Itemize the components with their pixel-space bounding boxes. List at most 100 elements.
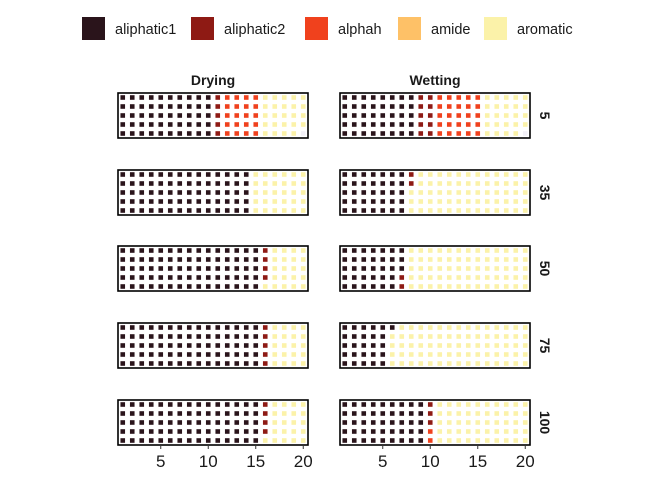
tile-aromatic xyxy=(465,275,471,280)
tile-aliphatic1 xyxy=(139,122,145,127)
tile-aliphatic1 xyxy=(186,438,192,443)
tile-aromatic xyxy=(503,131,509,136)
tile-aliphatic1 xyxy=(224,190,230,195)
tile-aromatic xyxy=(465,266,471,271)
tile-aliphatic1 xyxy=(167,352,173,357)
tile-aromatic xyxy=(427,257,433,262)
tile-aliphatic1 xyxy=(205,190,211,195)
tile-aromatic xyxy=(513,122,519,127)
tile-aliphatic2 xyxy=(418,104,424,109)
tile-aromatic xyxy=(262,208,268,213)
tile-aromatic xyxy=(494,411,500,416)
tile-aliphatic1 xyxy=(370,361,376,366)
tile-aliphatic1 xyxy=(224,172,230,177)
tile-aliphatic2 xyxy=(262,411,268,416)
tile-aromatic xyxy=(281,208,287,213)
tile-aliphatic1 xyxy=(224,325,230,330)
tile-aliphatic1 xyxy=(129,208,135,213)
tile-aliphatic1 xyxy=(148,284,154,289)
tile-aliphatic1 xyxy=(139,325,145,330)
tile-aliphatic1 xyxy=(224,402,230,407)
tile-aliphatic1 xyxy=(342,334,348,339)
tile-aliphatic1 xyxy=(215,199,221,204)
tile-aliphatic1 xyxy=(351,429,357,434)
tile-aliphatic1 xyxy=(148,208,154,213)
tile-aliphatic1 xyxy=(351,95,357,100)
tile-alphah xyxy=(475,131,481,136)
tile-aliphatic1 xyxy=(370,122,376,127)
tile-aliphatic1 xyxy=(177,113,183,118)
tile-aliphatic1 xyxy=(361,352,367,357)
tile-aromatic xyxy=(475,172,481,177)
tile-aliphatic1 xyxy=(224,334,230,339)
tile-aromatic xyxy=(399,334,405,339)
tile-aliphatic1 xyxy=(186,199,192,204)
tile-aliphatic1 xyxy=(139,199,145,204)
tile-aliphatic1 xyxy=(205,438,211,443)
tile-aliphatic1 xyxy=(148,181,154,186)
tile-aromatic xyxy=(522,266,528,271)
tile-aliphatic1 xyxy=(389,95,395,100)
tile-aromatic xyxy=(484,190,490,195)
tile-aliphatic1 xyxy=(120,284,126,289)
tile-aromatic xyxy=(300,275,306,280)
tile-aliphatic1 xyxy=(205,284,211,289)
tile-aromatic xyxy=(291,190,297,195)
tile-aromatic xyxy=(484,248,490,253)
tile-aromatic xyxy=(503,122,509,127)
tile-aliphatic1 xyxy=(148,122,154,127)
tile-aliphatic1 xyxy=(215,429,221,434)
tile-aliphatic1 xyxy=(399,429,405,434)
tile-aromatic xyxy=(484,122,490,127)
tile-aromatic xyxy=(513,352,519,357)
tile-aromatic xyxy=(522,411,528,416)
tile-aliphatic1 xyxy=(408,95,414,100)
tile-aliphatic1 xyxy=(148,266,154,271)
tile-aromatic xyxy=(494,248,500,253)
tile-aliphatic1 xyxy=(351,190,357,195)
tile-aromatic xyxy=(522,208,528,213)
tile-aliphatic1 xyxy=(196,325,202,330)
tile-aliphatic1 xyxy=(370,181,376,186)
tile-aromatic xyxy=(494,361,500,366)
tile-aliphatic1 xyxy=(167,343,173,348)
tile-aliphatic1 xyxy=(361,275,367,280)
tile-aliphatic1 xyxy=(196,429,202,434)
tile-aromatic xyxy=(475,208,481,213)
tile-aliphatic1 xyxy=(186,343,192,348)
tile-aromatic xyxy=(427,284,433,289)
tile-aliphatic1 xyxy=(399,199,405,204)
tile-aromatic xyxy=(503,172,509,177)
tile-aliphatic1 xyxy=(139,131,145,136)
tile-aromatic xyxy=(456,438,462,443)
tile-aromatic xyxy=(281,257,287,262)
tile-alphah xyxy=(456,131,462,136)
tile-aromatic xyxy=(446,199,452,204)
tile-aromatic xyxy=(494,334,500,339)
tile-aliphatic2 xyxy=(215,122,221,127)
tile-aliphatic1 xyxy=(139,361,145,366)
tile-aromatic xyxy=(456,284,462,289)
tile-aromatic xyxy=(272,284,278,289)
tile-aliphatic1 xyxy=(342,420,348,425)
tile-aliphatic1 xyxy=(148,420,154,425)
tile-aromatic xyxy=(300,325,306,330)
tile-aromatic xyxy=(484,420,490,425)
tile-aromatic xyxy=(475,343,481,348)
tile-aliphatic1 xyxy=(361,208,367,213)
tile-aliphatic1 xyxy=(186,266,192,271)
tile-aromatic xyxy=(456,266,462,271)
tile-aliphatic1 xyxy=(389,104,395,109)
tile-aromatic xyxy=(281,429,287,434)
tile-aliphatic1 xyxy=(342,104,348,109)
tile-blank xyxy=(300,131,306,136)
tile-aromatic xyxy=(522,257,528,262)
tile-aromatic xyxy=(408,284,414,289)
tile-aromatic xyxy=(503,343,509,348)
tile-alphah xyxy=(475,95,481,100)
tile-aliphatic1 xyxy=(215,248,221,253)
tile-aliphatic1 xyxy=(342,438,348,443)
tile-aliphatic1 xyxy=(361,402,367,407)
tile-aliphatic1 xyxy=(243,248,249,253)
tile-aliphatic1 xyxy=(342,181,348,186)
